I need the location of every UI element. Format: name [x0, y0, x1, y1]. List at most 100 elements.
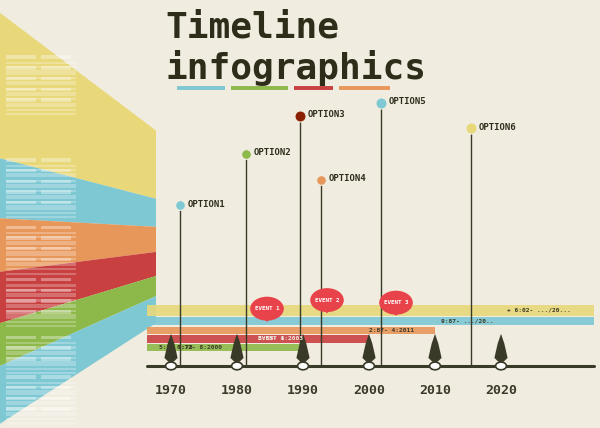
Bar [6, 158, 37, 162]
Text: + 6:02- .../20...: + 6:02- .../20... [507, 308, 571, 313]
Text: EVENT 2: EVENT 2 [315, 297, 339, 303]
Text: 5:68 7:78: 5:68 7:78 [159, 345, 193, 350]
Bar [6, 317, 76, 318]
Bar [6, 351, 76, 353]
Bar [41, 88, 71, 91]
Bar [41, 158, 71, 162]
Bar [6, 397, 76, 399]
Text: OPTION6: OPTION6 [479, 122, 517, 132]
Text: OPTION2: OPTION2 [254, 148, 292, 158]
Text: 2000: 2000 [353, 384, 385, 397]
Text: 1970: 1970 [155, 384, 187, 397]
Bar [41, 236, 71, 240]
Text: OPTION4: OPTION4 [329, 174, 367, 183]
Bar [6, 347, 37, 350]
Polygon shape [387, 306, 405, 316]
Text: EVENT 3: EVENT 3 [384, 300, 408, 305]
Text: 2020: 2020 [485, 384, 517, 397]
Bar [147, 317, 594, 325]
Bar [6, 273, 76, 275]
Bar [6, 268, 76, 270]
Bar [6, 207, 76, 209]
Bar [6, 205, 76, 207]
Circle shape [298, 362, 308, 370]
Circle shape [310, 288, 344, 312]
Bar [147, 305, 594, 316]
Bar [6, 201, 76, 203]
Bar [41, 247, 71, 250]
Bar [41, 347, 71, 350]
Bar [6, 92, 76, 94]
Bar [41, 386, 71, 389]
Bar [41, 336, 71, 339]
Polygon shape [258, 312, 276, 322]
Bar [6, 175, 76, 177]
Circle shape [232, 362, 242, 370]
Bar [6, 83, 76, 86]
Bar [6, 211, 76, 214]
Bar [6, 390, 76, 392]
Bar [6, 321, 76, 323]
Text: 3:65- 4:2003: 3:65- 4:2003 [258, 336, 303, 342]
Bar [41, 77, 71, 80]
Bar [6, 278, 37, 282]
Bar [6, 186, 76, 188]
Polygon shape [0, 13, 156, 199]
Bar [6, 300, 37, 303]
Polygon shape [0, 296, 156, 424]
Bar [6, 190, 76, 193]
Bar [6, 169, 76, 171]
Bar [41, 397, 71, 400]
Bar [6, 418, 76, 420]
Bar [6, 232, 76, 234]
Circle shape [379, 291, 413, 315]
Bar [41, 407, 71, 411]
Bar [6, 66, 37, 70]
Bar [6, 164, 76, 166]
Bar [6, 196, 76, 199]
Bar [6, 336, 37, 339]
Bar [6, 94, 76, 96]
Bar [6, 180, 76, 182]
Bar [6, 103, 76, 104]
Bar [6, 264, 76, 266]
Bar [6, 226, 37, 229]
Bar [6, 284, 76, 287]
Bar [41, 98, 71, 102]
Bar [6, 109, 76, 111]
Bar [6, 310, 76, 312]
Text: 2:87- 4:2011: 2:87- 4:2011 [369, 328, 414, 333]
Bar [6, 88, 76, 90]
Bar [6, 314, 76, 317]
Bar [6, 88, 37, 91]
Bar [6, 372, 76, 374]
Bar [41, 201, 71, 205]
Text: OPTION1: OPTION1 [188, 199, 226, 209]
Circle shape [166, 362, 176, 370]
Bar [41, 226, 71, 229]
Bar [6, 113, 76, 116]
Bar [41, 180, 71, 183]
Bar [6, 98, 37, 102]
Bar [6, 403, 76, 405]
Circle shape [430, 362, 440, 370]
Bar [6, 253, 76, 256]
Bar [6, 414, 76, 416]
Bar [6, 397, 37, 400]
Bar [6, 180, 37, 183]
Polygon shape [318, 304, 336, 313]
Text: 1990: 1990 [287, 384, 319, 397]
Polygon shape [0, 158, 156, 227]
Circle shape [364, 362, 374, 370]
Bar [6, 258, 76, 260]
Text: infographics: infographics [165, 51, 426, 86]
Text: OPTION3: OPTION3 [308, 110, 346, 119]
Bar [6, 251, 76, 253]
Polygon shape [428, 334, 442, 364]
Bar [6, 368, 76, 370]
Bar [6, 392, 76, 395]
Bar [6, 194, 76, 197]
Bar [41, 310, 71, 313]
Bar [6, 364, 76, 366]
Text: Timeline: Timeline [165, 11, 339, 45]
